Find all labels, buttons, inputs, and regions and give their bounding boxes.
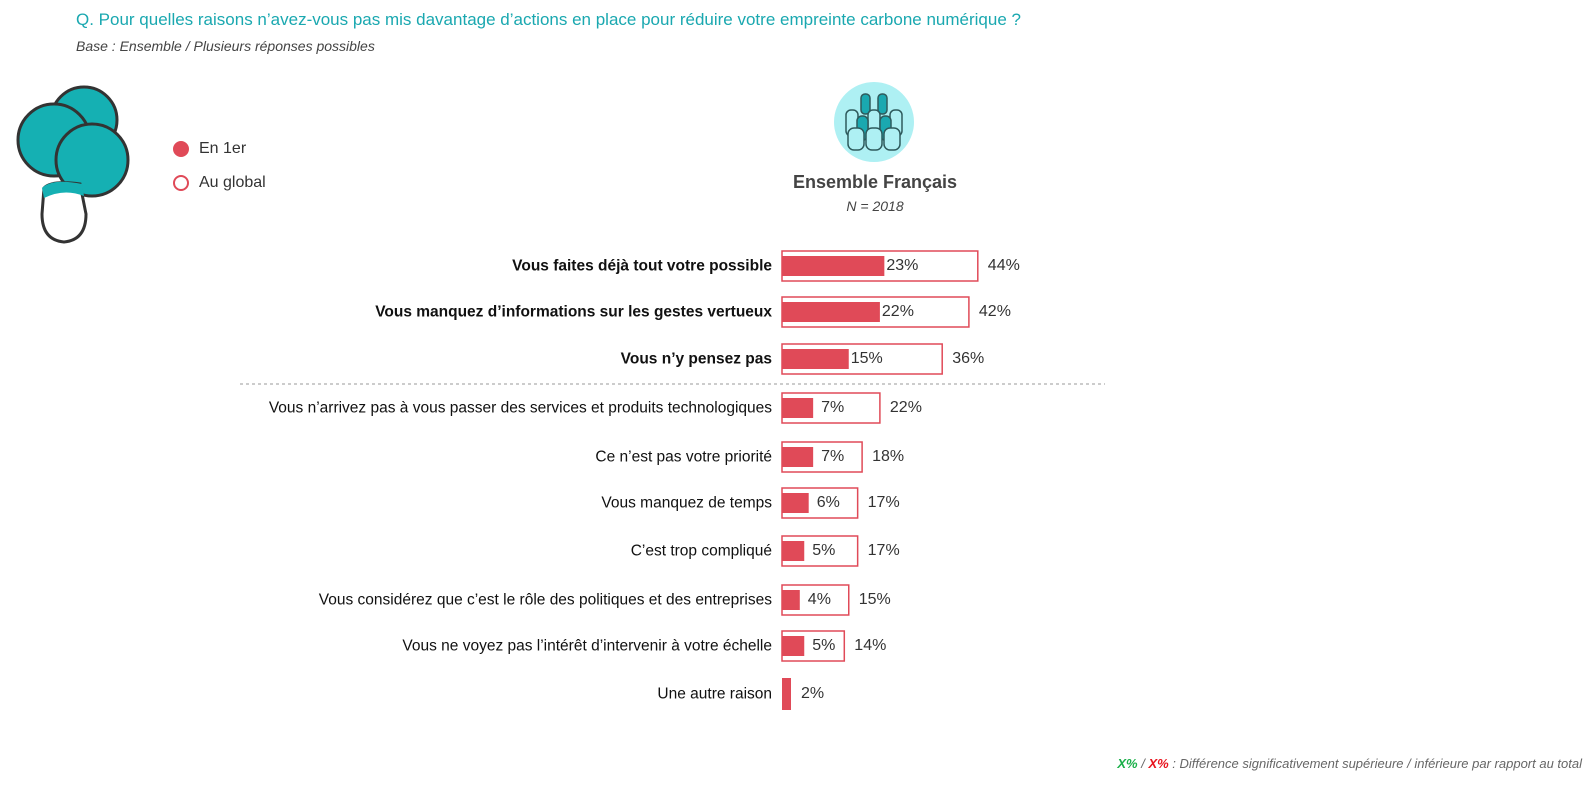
legend-filled-swatch <box>173 141 189 157</box>
value-label-global: 44% <box>987 257 1020 274</box>
higher-marker: X% <box>1117 756 1138 771</box>
category-label: Vous n’y pensez pas <box>620 350 772 368</box>
bar-first <box>782 541 805 561</box>
value-label-global: 36% <box>952 350 985 367</box>
crowd-icon <box>834 82 914 162</box>
group-title: Ensemble Français <box>792 172 958 192</box>
category-label: Une autre raison <box>657 685 772 703</box>
bar-first <box>782 447 814 467</box>
bar-first <box>782 678 791 710</box>
value-label-global: 2% <box>801 685 825 702</box>
legend-item-first: En 1er <box>173 140 246 158</box>
value-label-global: 14% <box>854 637 887 654</box>
value-label-first: 7% <box>821 399 845 416</box>
category-label: Vous n’arrivez pas à vous passer des ser… <box>268 399 772 417</box>
value-label-global: 15% <box>858 591 891 608</box>
value-label-global: 17% <box>867 494 900 511</box>
category-label: Vous manquez d’informations sur les gest… <box>375 303 772 321</box>
category-label: Vous ne voyez pas l’intérêt d’intervenir… <box>402 637 772 655</box>
category-label: Vous considérez que c’est le rôle des po… <box>318 591 772 609</box>
note-text: : Différence significativement supérieur… <box>1168 756 1582 771</box>
bar-first <box>782 398 814 418</box>
value-label-first: 5% <box>812 637 836 654</box>
legend-label: Au global <box>199 174 266 191</box>
bar-first <box>782 590 800 610</box>
value-label-global: 18% <box>872 448 905 465</box>
separator: / <box>1137 756 1149 771</box>
legend-outline-swatch <box>173 175 189 191</box>
speech-bubbles-person-icon <box>16 85 130 244</box>
bar-first <box>782 302 880 322</box>
value-label-global: 17% <box>867 542 900 559</box>
value-label-global: 42% <box>978 303 1011 320</box>
base-subtitle: Base : Ensemble / Plusieurs réponses pos… <box>76 38 375 54</box>
value-label-first: 5% <box>812 542 836 559</box>
lower-marker: X% <box>1148 756 1169 771</box>
value-label-first: 23% <box>886 257 919 274</box>
category-label: Vous faites déjà tout votre possible <box>512 257 772 275</box>
category-label: Vous manquez de temps <box>601 494 772 512</box>
value-label-first: 4% <box>807 591 831 608</box>
category-label: C’est trop compliqué <box>630 542 772 560</box>
value-label-global: 22% <box>889 399 922 416</box>
sample-size: N = 2018 <box>846 198 904 214</box>
value-label-first: 7% <box>821 448 845 465</box>
question-title: Q. Pour quelles raisons n’avez-vous pas … <box>76 10 1021 29</box>
bar-first <box>782 256 885 276</box>
value-label-first: 6% <box>816 494 840 511</box>
bar-first <box>782 493 809 513</box>
value-label-first: 22% <box>881 303 914 320</box>
value-label-first: 15% <box>850 350 883 367</box>
legend-item-global: Au global <box>173 174 266 192</box>
bar-first <box>782 636 805 656</box>
legend-label: En 1er <box>199 140 247 157</box>
category-label: Ce n’est pas votre priorité <box>595 448 772 466</box>
bar-first <box>782 349 849 369</box>
significance-note: X% / X% : Différence significativement s… <box>1117 756 1582 771</box>
